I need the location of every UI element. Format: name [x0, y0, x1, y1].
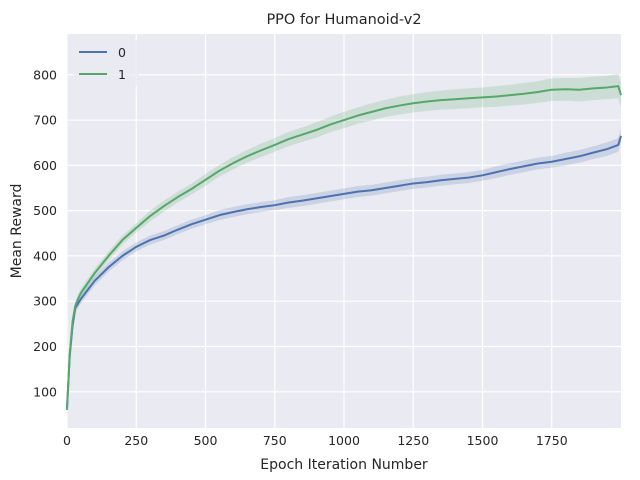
- y-tick-labels: 100 200 300 400 500 600 700 800: [33, 67, 57, 399]
- series-lines: [66, 85, 622, 410]
- series-0-line: [66, 135, 622, 408]
- y-tick-label: 300: [33, 294, 57, 309]
- x-tick-label: 1000: [328, 433, 360, 448]
- y-tick-label: 600: [33, 158, 57, 173]
- y-tick-label: 700: [33, 113, 57, 128]
- y-axis-label: Mean Reward: [9, 184, 25, 279]
- x-tick-label: 250: [124, 433, 148, 448]
- x-tick-labels: 0 250 500 750 1000 1250 1500 1750: [63, 433, 568, 448]
- confidence-bands: [67, 73, 621, 414]
- legend-frame: [73, 40, 139, 86]
- x-tick-label: 750: [263, 433, 287, 448]
- x-axis-label: Epoch Iteration Number: [260, 457, 428, 473]
- y-tick-label: 100: [33, 384, 57, 399]
- x-tick-label: 1250: [397, 433, 429, 448]
- series-0-band: [67, 129, 621, 412]
- y-tick-label: 200: [33, 339, 57, 354]
- legend-label-1: 1: [118, 67, 126, 82]
- x-tick-label: 1750: [536, 433, 568, 448]
- x-tick-label: 1500: [467, 433, 499, 448]
- y-tick-label: 800: [33, 67, 57, 82]
- x-tick-label: 500: [194, 433, 218, 448]
- chart-title: PPO for Humanoid-v2: [266, 12, 421, 28]
- series-1-line: [66, 85, 622, 410]
- legend: 0 1: [73, 40, 139, 86]
- x-tick-label: 0: [63, 433, 71, 448]
- y-tick-label: 500: [33, 203, 57, 218]
- legend-label-0: 0: [118, 45, 126, 60]
- y-tick-label: 400: [33, 248, 57, 263]
